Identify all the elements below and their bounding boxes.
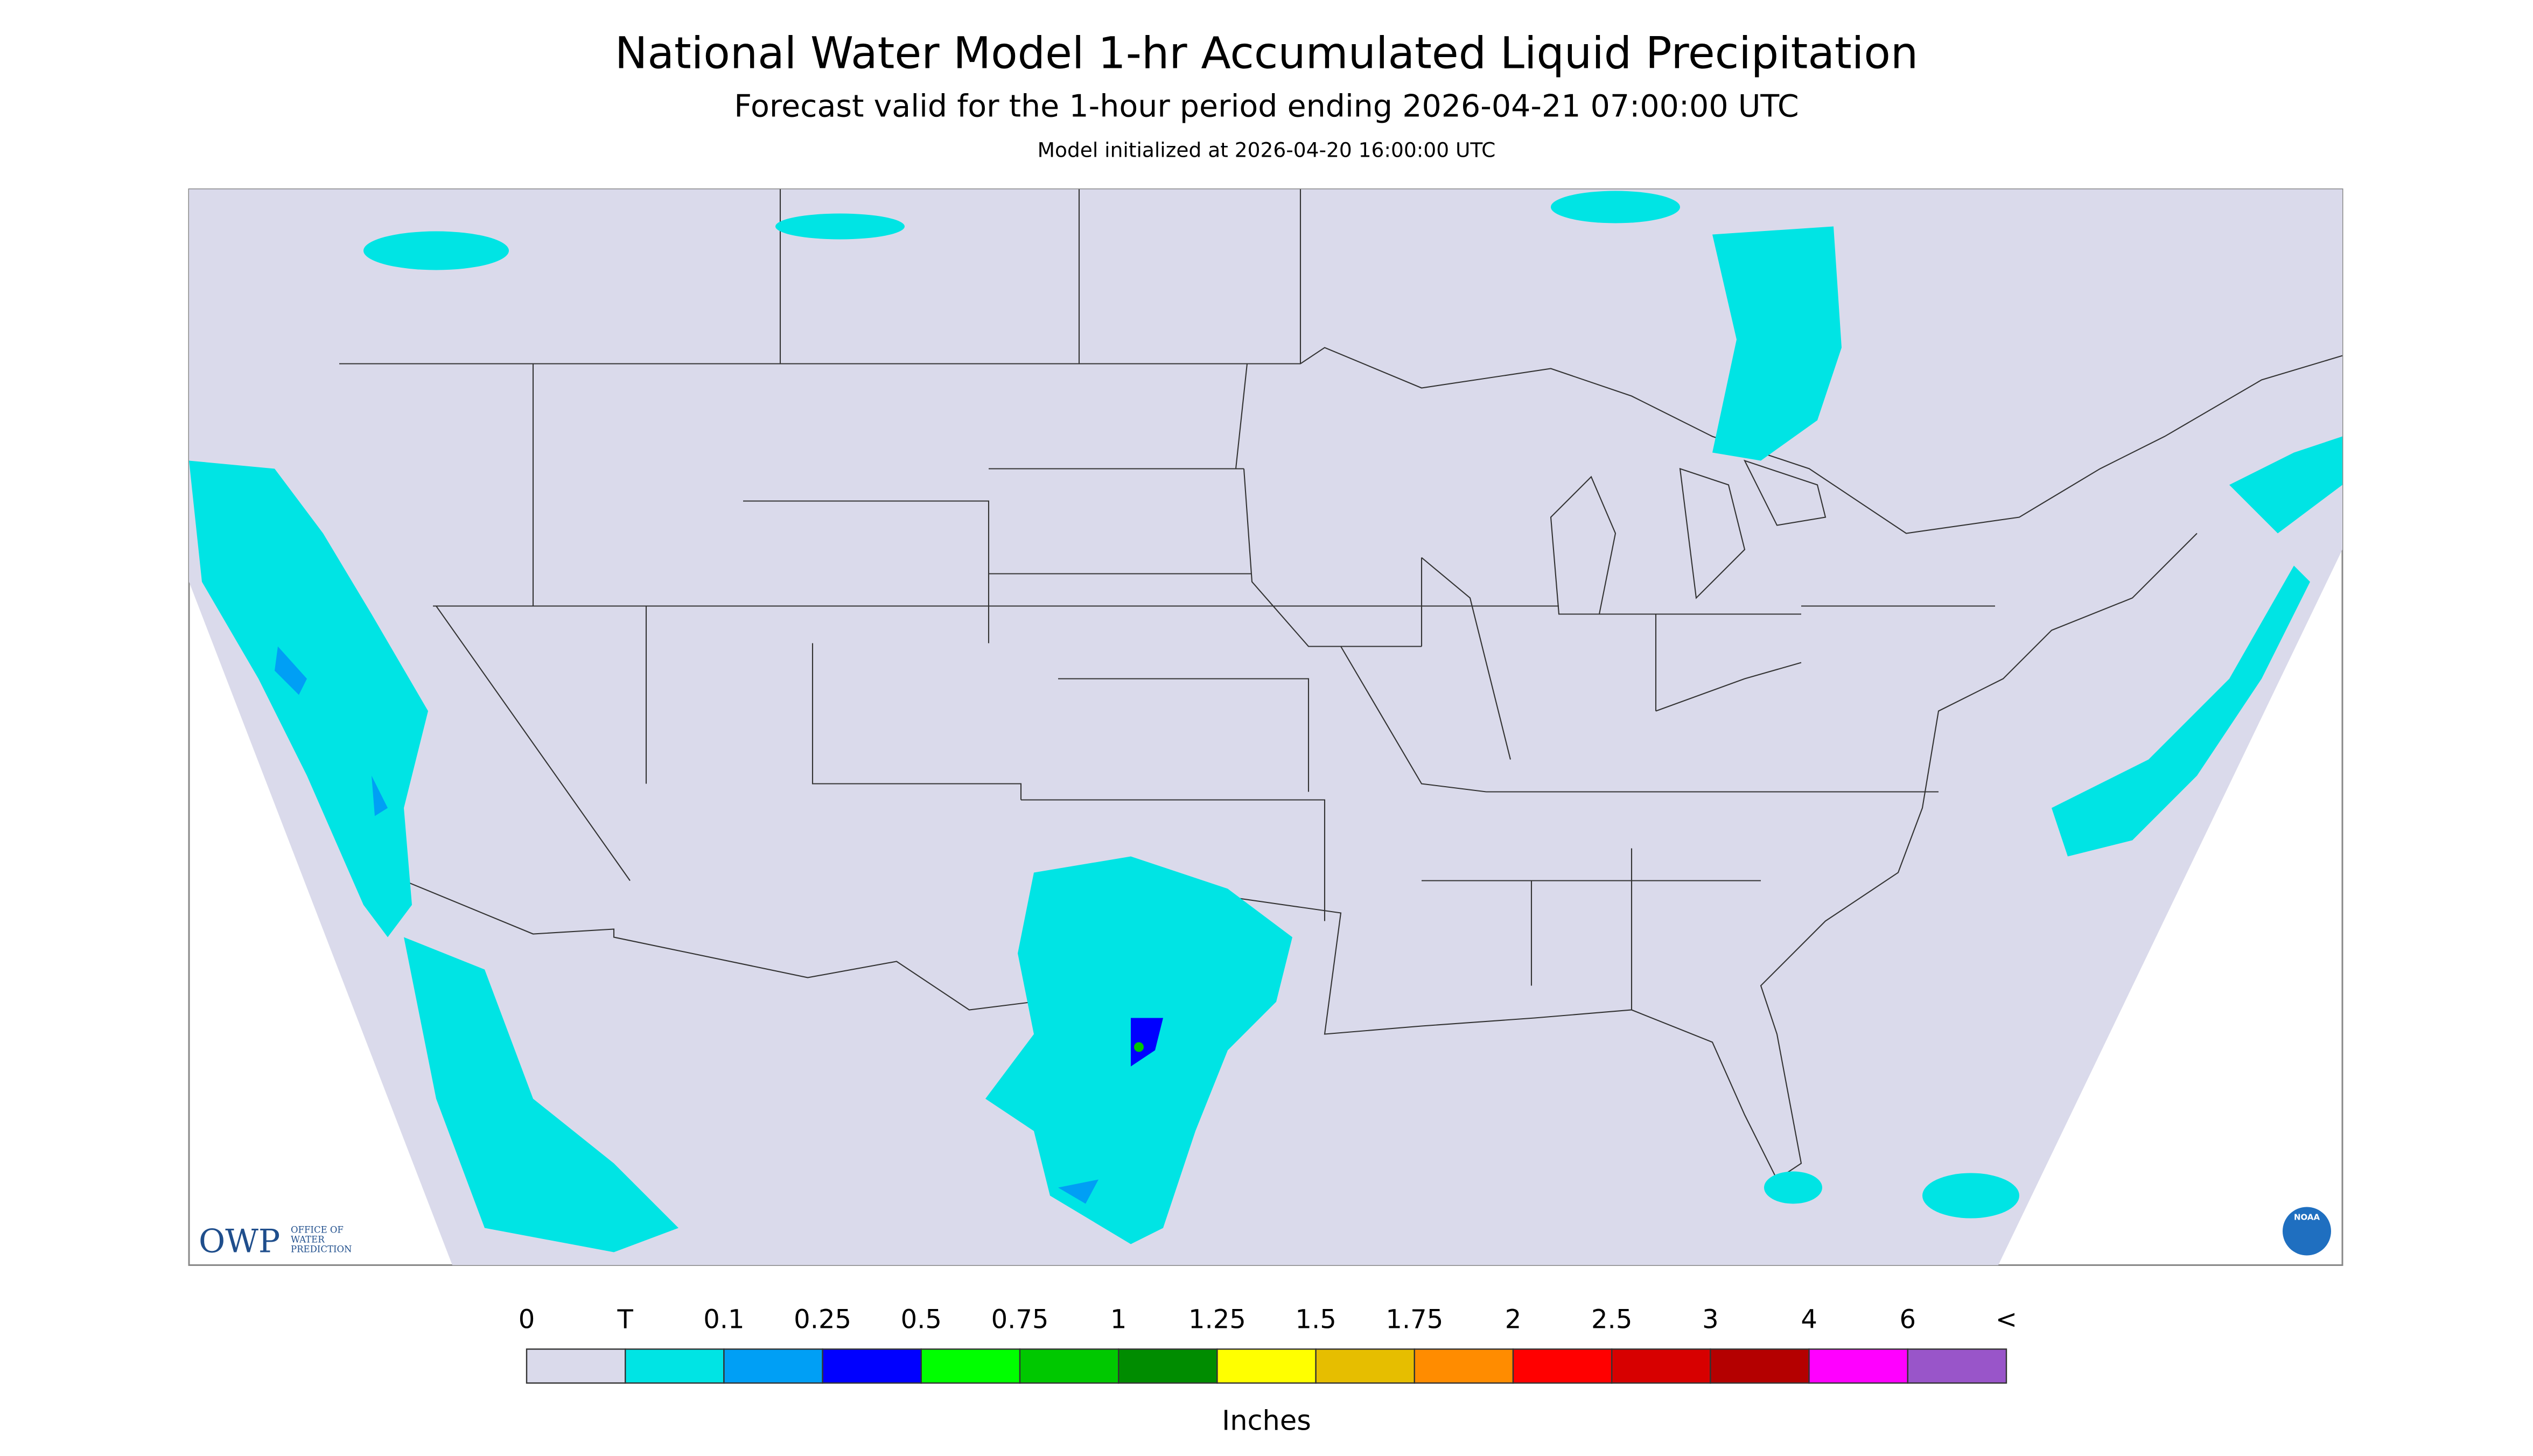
legend-label: 1.25 bbox=[1188, 1305, 1246, 1335]
precip-ontario bbox=[1712, 226, 1842, 461]
legend-label: 0.75 bbox=[991, 1305, 1049, 1335]
great-lakes bbox=[1550, 459, 1827, 615]
init-time: Model initialized at 2026-04-20 16:00:00… bbox=[1038, 138, 1496, 162]
precip-blob bbox=[1551, 191, 1680, 223]
precip-atlantic bbox=[2052, 565, 2310, 857]
precip-blob bbox=[363, 231, 509, 270]
legend-unit: Inches bbox=[1222, 1405, 1311, 1437]
legend-label: T bbox=[617, 1305, 634, 1335]
legend-swatch bbox=[1414, 1348, 1514, 1384]
noaa-badge bbox=[2283, 1207, 2331, 1256]
legend-label: 1.5 bbox=[1295, 1305, 1336, 1335]
legend-label: 1 bbox=[1110, 1305, 1127, 1335]
legend-swatch bbox=[1710, 1348, 1810, 1384]
logo-text: OWP bbox=[199, 1223, 280, 1261]
precip-heavy bbox=[1134, 1042, 1144, 1052]
noaa-badge-text: NOAA bbox=[2294, 1213, 2320, 1222]
logo-line: OFFICE OF bbox=[291, 1225, 344, 1235]
precip-blob bbox=[1922, 1173, 2019, 1219]
legend-swatch bbox=[1315, 1348, 1415, 1384]
legend-label: 2.5 bbox=[1591, 1305, 1632, 1335]
precip-maine bbox=[2229, 436, 2342, 534]
legend-label: 0.1 bbox=[703, 1305, 744, 1335]
legend-swatch bbox=[822, 1348, 922, 1384]
legend-label: 0 bbox=[519, 1305, 535, 1335]
legend-swatch bbox=[625, 1348, 725, 1384]
legend-label: < bbox=[1996, 1305, 2017, 1335]
legend-swatch bbox=[526, 1348, 626, 1384]
legend-label: 0.5 bbox=[901, 1305, 942, 1335]
legend-label: 2 bbox=[1505, 1305, 1522, 1335]
precip-west-coast bbox=[189, 460, 428, 937]
legend-swatch bbox=[1907, 1348, 2007, 1384]
legend-swatch bbox=[1019, 1348, 1119, 1384]
subtitle: Forecast valid for the 1-hour period end… bbox=[734, 89, 1799, 124]
state-lines bbox=[433, 189, 1995, 1010]
legend: 0 T 0.1 0.25 0.5 0.75 1 1.25 1.5 1.75 2 2.5 3 4 6 < bbox=[519, 1305, 2017, 1384]
precip-areas bbox=[189, 191, 2342, 1252]
precip-baja bbox=[404, 937, 678, 1252]
legend-label: 3 bbox=[1702, 1305, 1719, 1335]
legend-label: 0.25 bbox=[794, 1305, 851, 1335]
title: National Water Model 1-hr Accumulated Li… bbox=[615, 29, 1918, 79]
precip-blob bbox=[1764, 1171, 1822, 1204]
logo-line: WATER bbox=[291, 1235, 325, 1245]
legend-swatch bbox=[1118, 1348, 1218, 1384]
legend-swatch bbox=[920, 1348, 1021, 1384]
legend-label: 6 bbox=[1900, 1305, 1916, 1335]
boundaries bbox=[339, 189, 2343, 1181]
legend-label: 1.75 bbox=[1386, 1305, 1443, 1335]
legend-label: 4 bbox=[1801, 1305, 1817, 1335]
legend-swatch bbox=[723, 1348, 823, 1384]
legend-swatch bbox=[1808, 1348, 1909, 1384]
legend-swatch bbox=[1512, 1348, 1613, 1384]
model-domain bbox=[189, 189, 2342, 1265]
logo-line: PREDICTION bbox=[291, 1244, 352, 1255]
legend-swatch bbox=[1216, 1348, 1317, 1384]
precip-blob bbox=[775, 213, 905, 240]
legend-swatch bbox=[1611, 1348, 1711, 1384]
precip-heavy bbox=[1131, 1018, 1163, 1067]
